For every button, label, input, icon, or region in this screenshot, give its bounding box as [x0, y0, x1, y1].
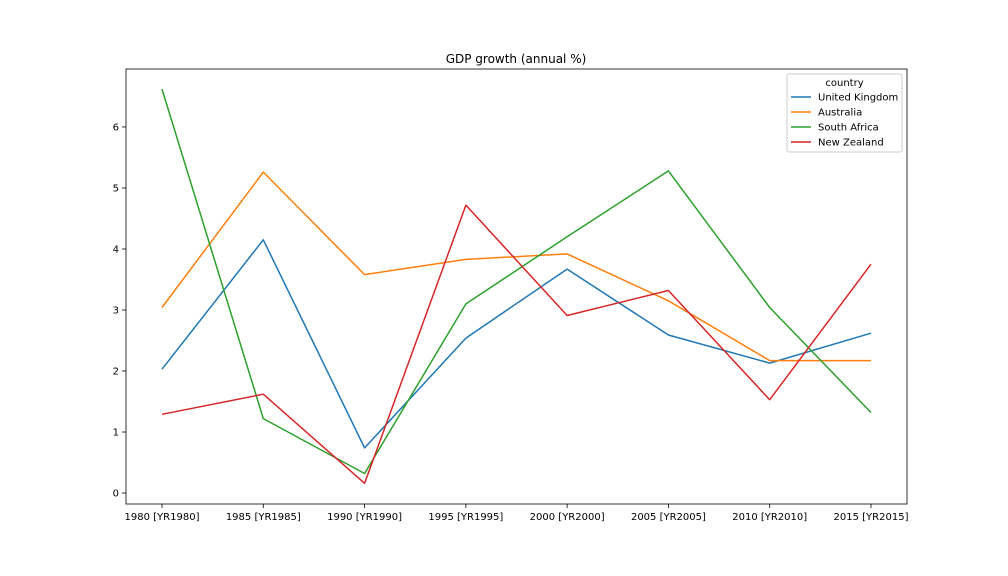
x-tick-label: 1980 [YR1980]: [125, 512, 200, 523]
series-line-south-africa: [161, 88, 872, 475]
y-tick-label: 1: [113, 428, 119, 439]
x-tick-label: 2000 [YR2000]: [530, 512, 605, 523]
chart-title: GDP growth (annual %): [446, 52, 587, 66]
x-tick-label: 2005 [YR2005]: [631, 512, 706, 523]
y-tick-label: 0: [113, 489, 119, 500]
legend-label: South Africa: [818, 123, 879, 134]
legend-label: United Kingdom: [818, 93, 898, 104]
x-tick-label: 1985 [YR1985]: [226, 512, 301, 523]
x-tick-label: 1990 [YR1990]: [327, 512, 402, 523]
plot-frame: [125, 68, 908, 505]
y-tick-label: 3: [113, 305, 119, 316]
legend-label: New Zealand: [818, 138, 884, 149]
legend-box: [786, 73, 903, 153]
y-tick-label: 5: [113, 183, 119, 194]
legend-label: Australia: [818, 108, 862, 119]
legend-title: country: [825, 78, 863, 89]
axes-layer: 1980 [YR1980] 1985 [YR1985] 1990 [YR1990] 1…: [113, 68, 909, 523]
series-line-new-zealand: [161, 204, 872, 485]
legend: country United Kingdom Australia South Afri…: [786, 73, 903, 153]
y-tick-label: 6: [113, 122, 119, 133]
series-line-australia: [161, 171, 871, 362]
series-layer: [161, 88, 872, 485]
x-tick-label: 2010 [YR2010]: [732, 512, 807, 523]
y-tick-label: 2: [113, 366, 119, 377]
x-tick-label: 1995 [YR1995]: [428, 512, 503, 523]
x-tick-label: 2015 [YR2015]: [834, 512, 909, 523]
y-tick-label: 4: [113, 244, 119, 255]
series-line-united-kingdom: [161, 239, 872, 449]
